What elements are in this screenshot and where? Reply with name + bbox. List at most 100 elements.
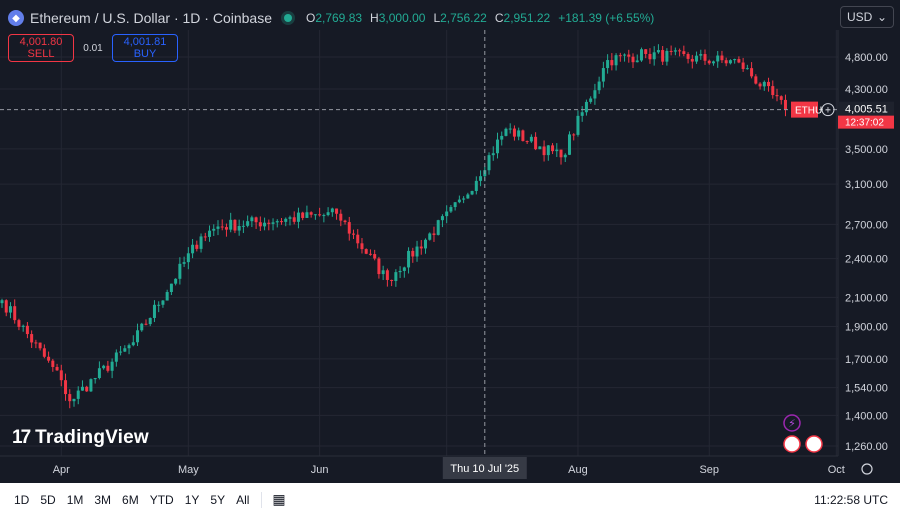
tradingview-watermark[interactable]: 17 TradingView xyxy=(12,427,149,449)
candle-body xyxy=(339,213,343,221)
candle-body xyxy=(284,218,288,222)
ohlc-change: +181.39 (+6.55%) xyxy=(558,11,655,25)
candle-body xyxy=(102,365,106,369)
range-button-5y[interactable]: 5Y xyxy=(210,492,226,507)
spread-value: 0.01 xyxy=(83,42,103,54)
us-flag-icon[interactable] xyxy=(783,435,801,453)
candle-body xyxy=(85,386,89,392)
candle-body xyxy=(377,258,381,275)
sell-button[interactable]: 4,001.80 SELL xyxy=(8,34,74,62)
candle-body xyxy=(123,348,127,352)
crosshair-date-label: Thu 10 Jul '25 xyxy=(450,463,519,475)
candle-body xyxy=(203,236,207,238)
range-button-6m[interactable]: 6M xyxy=(122,492,139,507)
add-alert-icon[interactable] xyxy=(821,103,835,117)
crosshair-price-box xyxy=(838,101,894,116)
buy-button[interactable]: 4,001.81 BUY xyxy=(112,34,178,62)
symbol-header: ◆ Ethereum / U.S. Dollar · 1D · Coinbase… xyxy=(8,8,654,28)
range-button-5d[interactable]: 5D xyxy=(40,492,56,507)
candle-body xyxy=(280,221,284,223)
candle-body xyxy=(542,146,546,156)
range-button-3m[interactable]: 3M xyxy=(94,492,112,507)
candle-body xyxy=(631,56,635,63)
range-button-1m[interactable]: 1M xyxy=(66,492,84,507)
candle-body xyxy=(618,55,622,57)
range-buttons: 1D 5D 1M 3M 6M YTD 1Y 5Y All xyxy=(14,493,249,507)
candle-body xyxy=(80,386,84,391)
chart-pane[interactable]: 4,800.00 4,300.00 3,500.00 3,100.00 2,700.00… xyxy=(0,0,900,483)
candle-body xyxy=(593,90,597,99)
ethereum-icon[interactable]: ◆ xyxy=(8,10,24,26)
candle-body xyxy=(301,212,305,218)
price-tick-label: 4,300.00 xyxy=(845,84,888,96)
candle-body xyxy=(479,176,483,181)
price-tick-label: 2,700.00 xyxy=(845,219,888,231)
symbol-tag-box xyxy=(791,101,818,118)
candle-body xyxy=(220,226,224,228)
time-tick-label: Apr xyxy=(53,464,70,476)
candle-body xyxy=(254,217,258,223)
candle-body xyxy=(148,317,152,325)
ohlc-high: H3,000.00 xyxy=(370,11,426,25)
candle-body xyxy=(237,225,241,231)
countdown-label: 12:37:02 xyxy=(845,118,884,129)
currency-select[interactable]: USD ⌄ xyxy=(840,6,894,28)
candle-body xyxy=(457,199,461,203)
candle-body xyxy=(199,236,203,249)
candle-body xyxy=(47,356,51,361)
candle-body xyxy=(131,342,135,346)
candle-body xyxy=(13,306,17,321)
candle-body xyxy=(97,368,101,379)
utc-clock[interactable]: 11:22:58 UTC xyxy=(814,492,888,507)
candle-body xyxy=(250,217,254,222)
candle-body xyxy=(445,211,449,217)
symbol-title[interactable]: Ethereum / U.S. Dollar · 1D · Coinbase xyxy=(30,10,272,26)
candle-body xyxy=(534,136,538,150)
candle-body xyxy=(51,360,55,367)
range-button-1y[interactable]: 1Y xyxy=(184,492,200,507)
calendar-icon[interactable]: ▦ xyxy=(272,491,286,507)
lightning-icon[interactable] xyxy=(783,414,801,432)
candle-body xyxy=(407,250,411,268)
price-tick-label: 4,800.00 xyxy=(845,52,888,64)
range-button-1d[interactable]: 1D xyxy=(14,492,30,507)
candle-body xyxy=(538,146,542,150)
time-tick-label: Aug xyxy=(568,464,588,476)
candle-body xyxy=(110,361,114,371)
candle-body xyxy=(305,212,309,218)
candle-body xyxy=(178,263,182,279)
candle-body xyxy=(466,194,470,199)
candle-body xyxy=(572,134,576,136)
candle-body xyxy=(678,50,682,52)
candle-body xyxy=(724,60,728,64)
candle-body xyxy=(449,207,453,212)
time-tick-label: May xyxy=(178,464,199,476)
price-tick-label: 1,540.00 xyxy=(845,383,888,395)
candle-body xyxy=(783,99,787,110)
candle-body xyxy=(597,81,601,91)
candle-body xyxy=(695,55,699,62)
candlestick-chart[interactable]: 4,800.00 4,300.00 3,500.00 3,100.00 2,700.00… xyxy=(0,0,900,483)
candle-body xyxy=(644,49,648,54)
candle-body xyxy=(140,323,144,331)
ohlc-close: C2,951.22 xyxy=(494,11,551,25)
candle-body xyxy=(263,222,267,227)
candle-body xyxy=(38,342,42,349)
candle-body xyxy=(224,227,228,230)
candle-body xyxy=(525,141,529,143)
candle-body xyxy=(627,54,631,57)
candle-body xyxy=(771,86,775,96)
range-button-ytd[interactable]: YTD xyxy=(149,492,174,507)
candle-body xyxy=(517,130,521,137)
candle-body xyxy=(360,243,364,250)
candle-body xyxy=(453,202,457,208)
candle-body xyxy=(296,212,300,222)
candle-body xyxy=(462,198,466,200)
candle-body xyxy=(419,246,423,249)
candle-body xyxy=(271,222,275,224)
candle-body xyxy=(703,54,707,61)
us-flag-icon[interactable] xyxy=(805,435,823,453)
candle-body xyxy=(775,95,779,97)
range-button-all[interactable]: All xyxy=(236,492,250,507)
gear-icon[interactable] xyxy=(861,463,873,475)
